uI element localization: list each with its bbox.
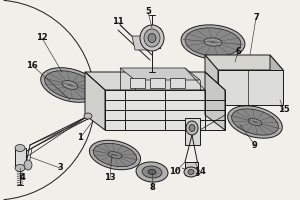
Polygon shape [270, 55, 283, 105]
Polygon shape [150, 78, 165, 88]
Ellipse shape [15, 144, 25, 152]
Ellipse shape [184, 167, 198, 177]
Polygon shape [205, 72, 225, 130]
Polygon shape [85, 72, 105, 130]
Polygon shape [130, 78, 145, 88]
Ellipse shape [148, 33, 156, 43]
Text: 9: 9 [252, 140, 258, 150]
Ellipse shape [144, 29, 160, 47]
Ellipse shape [142, 166, 162, 178]
Ellipse shape [232, 109, 278, 135]
Polygon shape [105, 90, 225, 130]
Polygon shape [205, 55, 218, 105]
Polygon shape [218, 70, 283, 105]
Ellipse shape [108, 152, 122, 158]
Ellipse shape [41, 68, 99, 102]
Polygon shape [132, 36, 148, 50]
Polygon shape [15, 148, 26, 168]
Ellipse shape [186, 121, 198, 135]
Text: 16: 16 [26, 60, 38, 70]
Ellipse shape [189, 124, 195, 132]
Ellipse shape [204, 38, 222, 46]
Ellipse shape [93, 143, 136, 167]
Ellipse shape [89, 140, 141, 170]
Text: 12: 12 [36, 33, 48, 43]
Text: 15: 15 [278, 106, 290, 114]
Ellipse shape [62, 81, 78, 89]
Text: 8: 8 [149, 184, 155, 192]
Polygon shape [185, 162, 198, 175]
Text: 6: 6 [235, 47, 241, 56]
Text: 1: 1 [77, 134, 83, 142]
Ellipse shape [140, 25, 164, 51]
Text: 7: 7 [253, 14, 259, 22]
Text: 14: 14 [194, 168, 206, 176]
Polygon shape [120, 68, 200, 80]
Ellipse shape [45, 71, 95, 99]
Text: 3: 3 [57, 164, 63, 172]
Text: 13: 13 [104, 173, 116, 182]
Ellipse shape [188, 170, 194, 174]
Polygon shape [185, 118, 200, 145]
Ellipse shape [185, 28, 241, 56]
Ellipse shape [228, 106, 282, 138]
Text: 11: 11 [112, 18, 124, 26]
Ellipse shape [24, 160, 32, 170]
Text: 5: 5 [145, 7, 151, 17]
Polygon shape [85, 72, 225, 90]
Ellipse shape [148, 169, 156, 175]
Ellipse shape [15, 164, 25, 171]
Ellipse shape [181, 25, 245, 59]
Ellipse shape [136, 162, 168, 182]
Polygon shape [170, 78, 185, 88]
Polygon shape [205, 55, 283, 70]
Ellipse shape [84, 113, 92, 119]
Text: 4: 4 [19, 173, 25, 182]
Ellipse shape [248, 119, 262, 125]
Text: 10: 10 [169, 168, 181, 176]
